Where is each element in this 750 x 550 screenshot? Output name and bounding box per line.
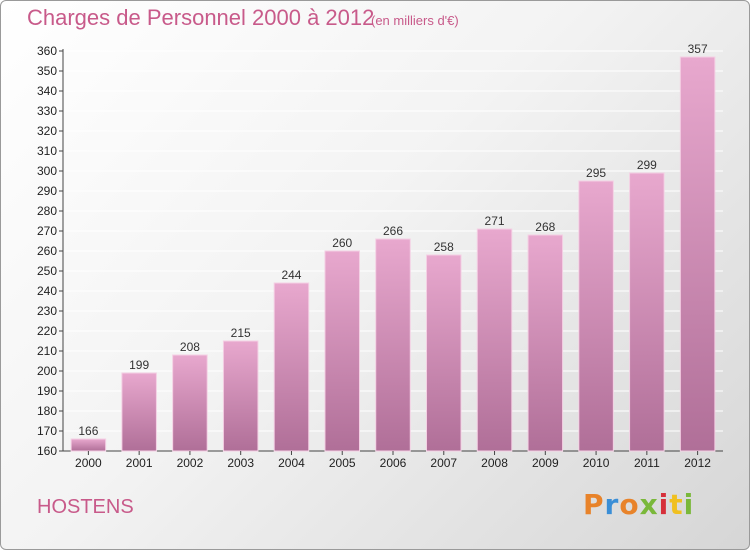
value-label-2001: 199 — [129, 358, 149, 372]
value-label-2008: 271 — [485, 214, 505, 228]
x-axis-labels: 2000 2001 2002 2003 2004 2005 2006 2007 2008 2009… — [75, 451, 711, 470]
bar-2011 — [629, 172, 665, 452]
y-tick-label: 350 — [37, 64, 57, 78]
x-tick-label-2012: 2012 — [684, 456, 711, 470]
bar-2008 — [476, 228, 513, 452]
value-label-2003: 215 — [231, 326, 251, 340]
y-tick-label: 230 — [37, 304, 57, 318]
x-tick-label-2010: 2010 — [583, 456, 610, 470]
y-tick-label: 200 — [37, 364, 57, 378]
value-labels: 166 199 208 215 244 260 266 258 271 268 295 299 357 — [78, 42, 708, 438]
value-label-2006: 266 — [383, 224, 403, 238]
bar-2005 — [324, 250, 360, 452]
y-tick-label: 220 — [37, 324, 57, 338]
x-tick-label-2003: 2003 — [227, 456, 254, 470]
commune-name: HOSTENS — [37, 496, 134, 518]
value-label-2005: 260 — [332, 236, 352, 250]
x-tick-label-2009: 2009 — [532, 456, 559, 470]
x-tick-label-2001: 2001 — [126, 456, 153, 470]
value-label-2000: 166 — [78, 424, 98, 438]
value-label-2011: 299 — [637, 158, 657, 172]
value-label-2007: 258 — [434, 240, 454, 254]
y-tick-label: 300 — [37, 164, 57, 178]
x-tick-label-2007: 2007 — [430, 456, 457, 470]
value-label-2009: 268 — [535, 220, 555, 234]
value-label-2012: 357 — [688, 42, 708, 56]
x-tick-label-2005: 2005 — [329, 456, 356, 470]
proxiti-logo: Proxiti — [583, 488, 695, 521]
y-tick-label: 340 — [37, 84, 57, 98]
y-tick-label: 240 — [37, 284, 57, 298]
bar-2003 — [222, 340, 259, 452]
chart-title: Charges de Personnel 2000 à 2012 — [27, 5, 375, 30]
chart-subtitle: (en milliers d'€) — [371, 13, 459, 28]
bar-2009 — [527, 234, 564, 452]
bar-2010 — [578, 180, 614, 452]
x-tick-label-2011: 2011 — [634, 456, 660, 470]
y-tick-label: 170 — [37, 424, 57, 438]
y-tick-label: 310 — [37, 144, 57, 158]
y-tick-label: 290 — [37, 184, 57, 198]
bar-2002 — [172, 354, 208, 452]
y-tick-label: 280 — [37, 204, 57, 218]
value-label-2010: 295 — [586, 166, 606, 180]
x-tick-label-2008: 2008 — [481, 456, 508, 470]
bar-2000 — [70, 438, 107, 452]
y-tick-label: 270 — [37, 224, 57, 238]
x-tick-label-2006: 2006 — [380, 456, 407, 470]
x-tick-label-2000: 2000 — [75, 456, 102, 470]
y-tick-label: 320 — [37, 124, 57, 138]
x-tick-label-2002: 2002 — [177, 456, 204, 470]
bar-2006 — [375, 238, 411, 452]
bar-2007 — [426, 254, 462, 452]
y-tick-label: 250 — [37, 264, 57, 278]
x-tick-label-2004: 2004 — [278, 456, 305, 470]
y-tick-label: 180 — [37, 404, 57, 418]
value-label-2002: 208 — [180, 340, 200, 354]
value-label-2004: 244 — [281, 268, 301, 282]
y-tick-label: 190 — [37, 384, 57, 398]
bar-2012 — [679, 56, 716, 452]
bar-2001 — [121, 372, 157, 452]
bars — [70, 56, 716, 452]
y-tick-label: 210 — [37, 344, 57, 358]
y-tick-label: 330 — [37, 104, 57, 118]
bar-2004 — [273, 282, 310, 452]
y-tick-label: 260 — [37, 244, 57, 258]
y-tick-label: 160 — [37, 444, 57, 458]
y-tick-label: 360 — [37, 44, 57, 58]
